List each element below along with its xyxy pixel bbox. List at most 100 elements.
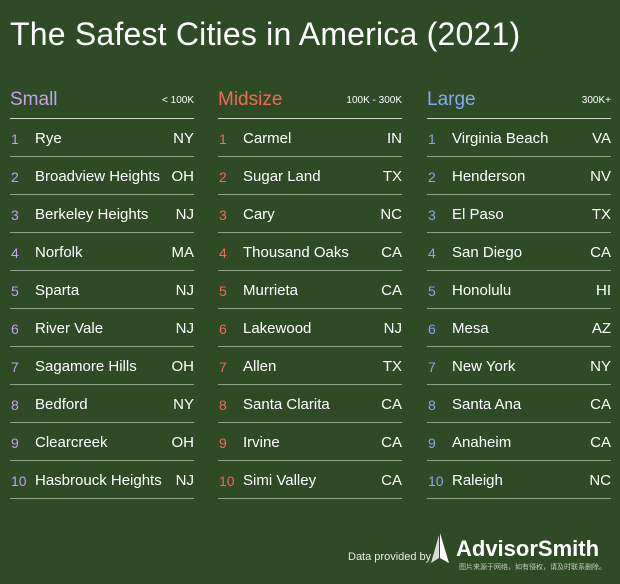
rank-number: 7 (219, 359, 227, 375)
city-name: Murrieta (243, 282, 299, 299)
population-range: 300K+ (581, 95, 611, 106)
list-item: 4 Norfolk MA (10, 233, 194, 271)
city-name: Santa Ana (452, 396, 522, 413)
state-code: NY (173, 396, 194, 413)
rank-number: 2 (428, 169, 436, 185)
rank-number: 9 (11, 435, 19, 451)
city-name: Thousand Oaks (243, 244, 349, 261)
list-item: 4 San Diego CA (427, 233, 611, 271)
list-item: 7 New York NY (427, 347, 611, 385)
rank-number: 3 (428, 207, 436, 223)
state-code: NY (590, 358, 611, 375)
state-code: VA (592, 130, 611, 147)
city-name: Mesa (452, 320, 489, 337)
rank-number: 8 (11, 397, 19, 413)
list-item: 5 Sparta NJ (10, 271, 194, 309)
city-name: Henderson (452, 168, 526, 185)
state-code: AZ (591, 320, 611, 337)
city-name: Irvine (243, 434, 280, 451)
list-item: 8 Bedford NY (10, 385, 194, 423)
list-item: 6 Lakewood NJ (218, 309, 402, 347)
population-range: < 100K (162, 95, 194, 106)
rank-number: 5 (11, 283, 19, 299)
column-title: Small (10, 89, 58, 110)
list-item: 4 Thousand Oaks CA (218, 233, 402, 271)
state-code: NJ (175, 320, 194, 337)
rank-number: 4 (428, 245, 436, 261)
page-title: The Safest Cities in America (2021) (10, 16, 521, 52)
list-item: 2 Sugar Land TX (218, 157, 402, 195)
state-code: NJ (383, 320, 402, 337)
state-code: CA (590, 434, 611, 451)
list-item: 9 Clearcreek OH (10, 423, 194, 461)
state-code: TX (382, 168, 402, 185)
city-list: 1 Carmel IN 2 Sugar Land TX 3 Cary NC 4 Thousan… (218, 119, 402, 499)
city-name: Norfolk (35, 244, 83, 261)
rank-number: 8 (219, 397, 227, 413)
column-small: Small < 100K 1 Rye NY 2 Broadview Heights OH… (10, 88, 194, 499)
list-item: 7 Sagamore Hills OH (10, 347, 194, 385)
city-name: Sagamore Hills (35, 358, 137, 375)
city-name: River Vale (35, 320, 104, 337)
rank-number: 5 (219, 283, 227, 299)
rank-number: 6 (11, 321, 19, 337)
state-code: CA (381, 396, 402, 413)
rank-number: 4 (219, 245, 227, 261)
column-header: Small < 100K (10, 88, 194, 119)
city-name: Clearcreek (35, 434, 108, 451)
state-code: TX (591, 206, 611, 223)
rank-number: 6 (219, 321, 227, 337)
state-code: CA (381, 472, 402, 489)
city-name: San Diego (452, 244, 523, 261)
list-item: 9 Anaheim CA (427, 423, 611, 461)
rank-number: 10 (428, 473, 444, 489)
rank-number: 1 (219, 131, 227, 147)
list-item: 1 Virginia Beach VA (427, 119, 611, 157)
city-list: 1 Rye NY 2 Broadview Heights OH 3 Berkeley He… (10, 119, 194, 499)
rank-number: 9 (219, 435, 227, 451)
data-provided-label: Data provided by (348, 551, 432, 563)
list-item: 5 Murrieta CA (218, 271, 402, 309)
state-code: OH (171, 358, 195, 375)
state-code: IN (387, 130, 402, 147)
footer: Data provided by AdvisorSmith 图片来源于网络，如有… (343, 528, 620, 578)
rank-number: 10 (219, 473, 235, 489)
list-item: 2 Henderson NV (427, 157, 611, 195)
rank-number: 7 (11, 359, 19, 375)
rank-number: 2 (11, 169, 19, 185)
rank-number: 9 (428, 435, 436, 451)
list-item: 1 Carmel IN (218, 119, 402, 157)
list-item: 3 Cary NC (218, 195, 402, 233)
rank-number: 3 (11, 207, 19, 223)
city-name: New York (452, 358, 516, 375)
list-item: 10 Raleigh NC (427, 461, 611, 499)
sail-logo-icon (431, 533, 449, 563)
state-code: NJ (175, 206, 194, 223)
city-name: Sparta (35, 282, 80, 299)
city-name: Honolulu (452, 282, 512, 299)
state-code: HI (596, 282, 611, 299)
list-item: 9 Irvine CA (218, 423, 402, 461)
list-item: 8 Santa Ana CA (427, 385, 611, 423)
city-name: Broadview Heights (35, 168, 161, 185)
city-name: Allen (243, 358, 277, 375)
list-item: 1 Rye NY (10, 119, 194, 157)
city-name: Bedford (35, 396, 88, 413)
population-range: 100K - 300K (346, 95, 402, 106)
city-name: Rye (35, 130, 62, 147)
list-item: 2 Broadview Heights OH (10, 157, 194, 195)
state-code: CA (381, 434, 402, 451)
column-midsize: Midsize 100K - 300K 1 Carmel IN 2 Sugar Lan… (218, 88, 402, 499)
rank-number: 2 (219, 169, 227, 185)
state-code: OH (171, 434, 195, 451)
state-code: CA (381, 244, 402, 261)
list-item: 3 Berkeley Heights NJ (10, 195, 194, 233)
column-large: Large 300K+ 1 Virginia Beach VA 2 Henderson… (427, 88, 611, 499)
list-item: 8 Santa Clarita CA (218, 385, 402, 423)
watermark-text: 图片来源于网络，如有侵权，请及时联系删除。 (459, 564, 606, 571)
list-item: 5 Honolulu HI (427, 271, 611, 309)
rank-number: 10 (11, 473, 27, 489)
rank-number: 1 (428, 131, 436, 147)
city-name: Lakewood (243, 320, 312, 337)
state-code: NJ (175, 282, 194, 299)
